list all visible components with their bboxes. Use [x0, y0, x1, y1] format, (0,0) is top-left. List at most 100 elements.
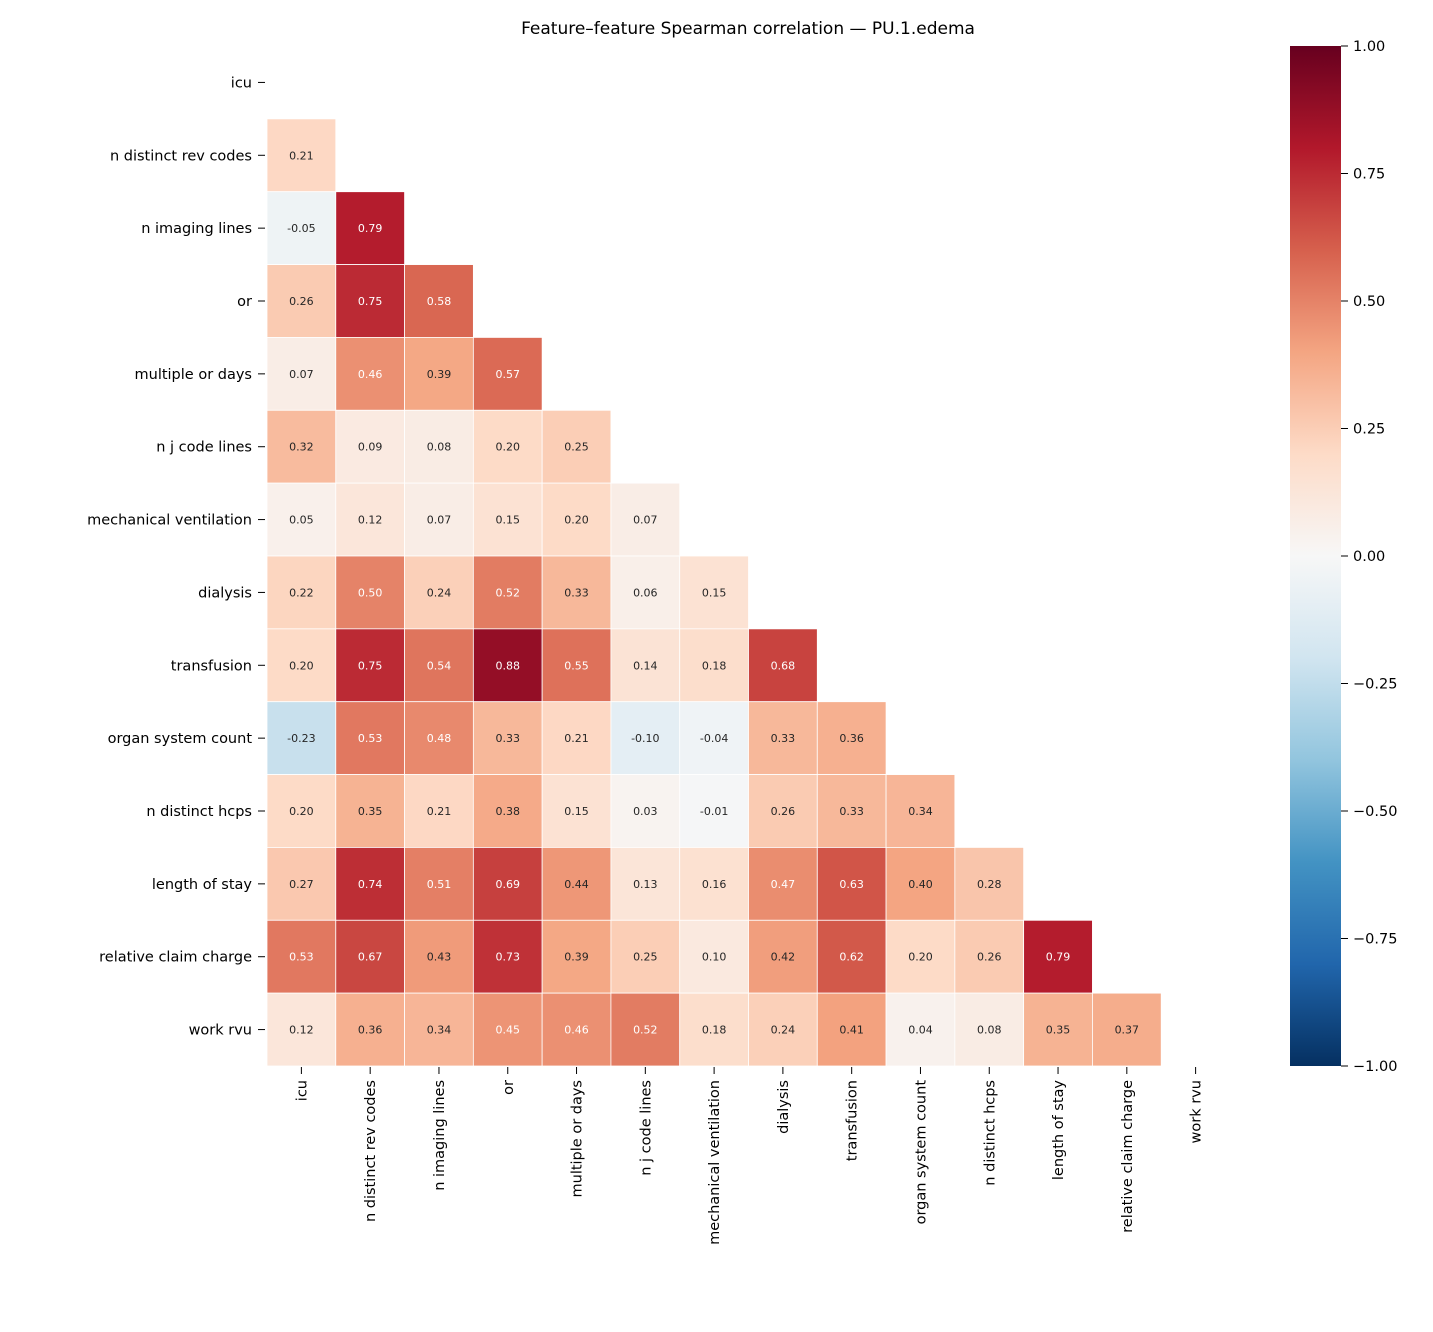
y-tick-label: mechanical ventilation [87, 513, 252, 529]
x-tick-label: dialysis [776, 1080, 792, 1134]
cell-annotation: 0.41 [839, 1024, 864, 1037]
heatmap-cell [610, 701, 681, 775]
colorbar-tick-label: 0.00 [1353, 549, 1385, 565]
cell-annotation: 0.15 [564, 805, 589, 818]
heatmap-cell [472, 701, 543, 775]
heatmap-cell [541, 774, 612, 848]
heatmap-cell [266, 118, 337, 193]
cell-annotation: 0.22 [289, 586, 314, 599]
heatmap-cell [748, 919, 818, 994]
y-tick-label: relative claim charge [99, 950, 252, 966]
cell-annotation: 0.34 [908, 805, 933, 818]
y-tick-label: n distinct rev codes [110, 148, 252, 164]
cell-annotation: 0.58 [427, 295, 452, 308]
heatmap-cell [266, 555, 337, 630]
cell-annotation: 0.62 [839, 951, 864, 964]
x-tick-label: mechanical ventilation [707, 1080, 723, 1245]
cell-annotation: 0.51 [427, 878, 452, 891]
colorbar-tick-label: 0.50 [1353, 294, 1385, 310]
heatmap-cell [954, 919, 1025, 994]
cell-annotation: -0.10 [631, 732, 659, 745]
heatmap-cell [748, 774, 818, 848]
x-tick-label: multiple or days [570, 1080, 586, 1198]
heatmap-cell [472, 337, 543, 411]
cell-annotation: 0.07 [633, 514, 658, 527]
heatmap-cell [335, 919, 405, 994]
heatmap-cell [954, 847, 1025, 921]
heatmap-cell [266, 847, 337, 921]
cell-annotation: 0.42 [771, 951, 796, 964]
heatmap-cell [472, 919, 543, 994]
heatmap-cell [266, 701, 337, 775]
cell-annotation: 0.12 [289, 1024, 314, 1037]
cell-annotation: 0.46 [358, 368, 383, 381]
cell-annotation: 0.20 [496, 441, 521, 454]
heatmap-cell [404, 409, 474, 484]
x-tick-label: or [501, 1080, 517, 1095]
colorbar-tick-label: −0.75 [1353, 932, 1397, 948]
cell-annotation: 0.52 [496, 586, 521, 599]
heatmap-cell [610, 847, 681, 921]
cell-annotation: 0.54 [427, 659, 452, 672]
colorbar-tick-label: 1.00 [1353, 39, 1385, 55]
heatmap-cell [679, 992, 749, 1067]
cell-annotation: 0.25 [564, 441, 589, 454]
cell-annotation: 0.32 [289, 441, 314, 454]
cell-annotation: 0.88 [496, 659, 521, 672]
heatmap-cell [748, 992, 818, 1067]
cell-annotation: 0.04 [908, 1024, 933, 1037]
heatmap-cell [472, 482, 543, 557]
x-tick-label: icu [294, 1080, 310, 1101]
cell-annotation: 0.53 [289, 951, 314, 964]
cell-annotation: 0.20 [289, 659, 314, 672]
cell-annotation: 0.35 [358, 805, 383, 818]
heatmap-cell [541, 482, 612, 557]
heatmap-cell [404, 919, 474, 994]
cell-annotation: 0.28 [977, 878, 1002, 891]
x-tick-label: transfusion [845, 1080, 861, 1161]
cell-annotation: -0.04 [700, 732, 728, 745]
y-tick-label: length of stay [152, 877, 253, 893]
heatmap-cell [472, 555, 543, 630]
cell-annotation: 0.10 [702, 951, 727, 964]
y-tick-label: organ system count [108, 731, 253, 747]
x-tick-label: n distinct rev codes [363, 1080, 379, 1222]
cell-annotation: 0.06 [633, 586, 658, 599]
cell-annotation: 0.16 [702, 878, 727, 891]
heatmap-cell [1092, 992, 1162, 1067]
colorbar [1290, 46, 1341, 1066]
heatmap-cell [266, 191, 337, 265]
heatmap-cell [541, 409, 612, 484]
colorbar-tick-label: 0.25 [1353, 422, 1385, 438]
heatmap-cell [266, 482, 337, 557]
x-tick-label: n distinct hcps [982, 1080, 998, 1186]
heatmap-cell [404, 264, 474, 338]
heatmap-cell [335, 774, 405, 848]
cell-annotation: 0.36 [839, 732, 864, 745]
cell-annotation: 0.13 [633, 878, 658, 891]
y-tick-label: multiple or days [135, 367, 253, 383]
cell-annotation: 0.55 [564, 659, 589, 672]
cell-annotation: 0.33 [771, 732, 796, 745]
cell-annotation: 0.53 [358, 732, 383, 745]
cell-annotation: 0.36 [358, 1024, 383, 1037]
cell-annotation: 0.24 [771, 1024, 796, 1037]
cell-annotation: 0.25 [633, 951, 658, 964]
x-tick-label: n j code lines [638, 1080, 654, 1176]
cell-annotation: 0.50 [358, 586, 383, 599]
cell-annotation: 0.26 [977, 951, 1002, 964]
cell-annotation: -0.05 [287, 222, 315, 235]
cell-annotation: 0.75 [358, 295, 383, 308]
x-tick-label: work rvu [1189, 1080, 1205, 1143]
cell-annotation: 0.05 [289, 514, 314, 527]
heatmap-cell [472, 992, 543, 1067]
heatmap-cell [679, 628, 749, 703]
heatmap-cell [679, 701, 749, 775]
cell-annotation: 0.33 [564, 586, 589, 599]
heatmap-cell [335, 701, 405, 775]
cell-annotation: 0.21 [427, 805, 452, 818]
cell-annotation: 0.79 [1046, 951, 1071, 964]
heatmap-cell [610, 482, 681, 557]
